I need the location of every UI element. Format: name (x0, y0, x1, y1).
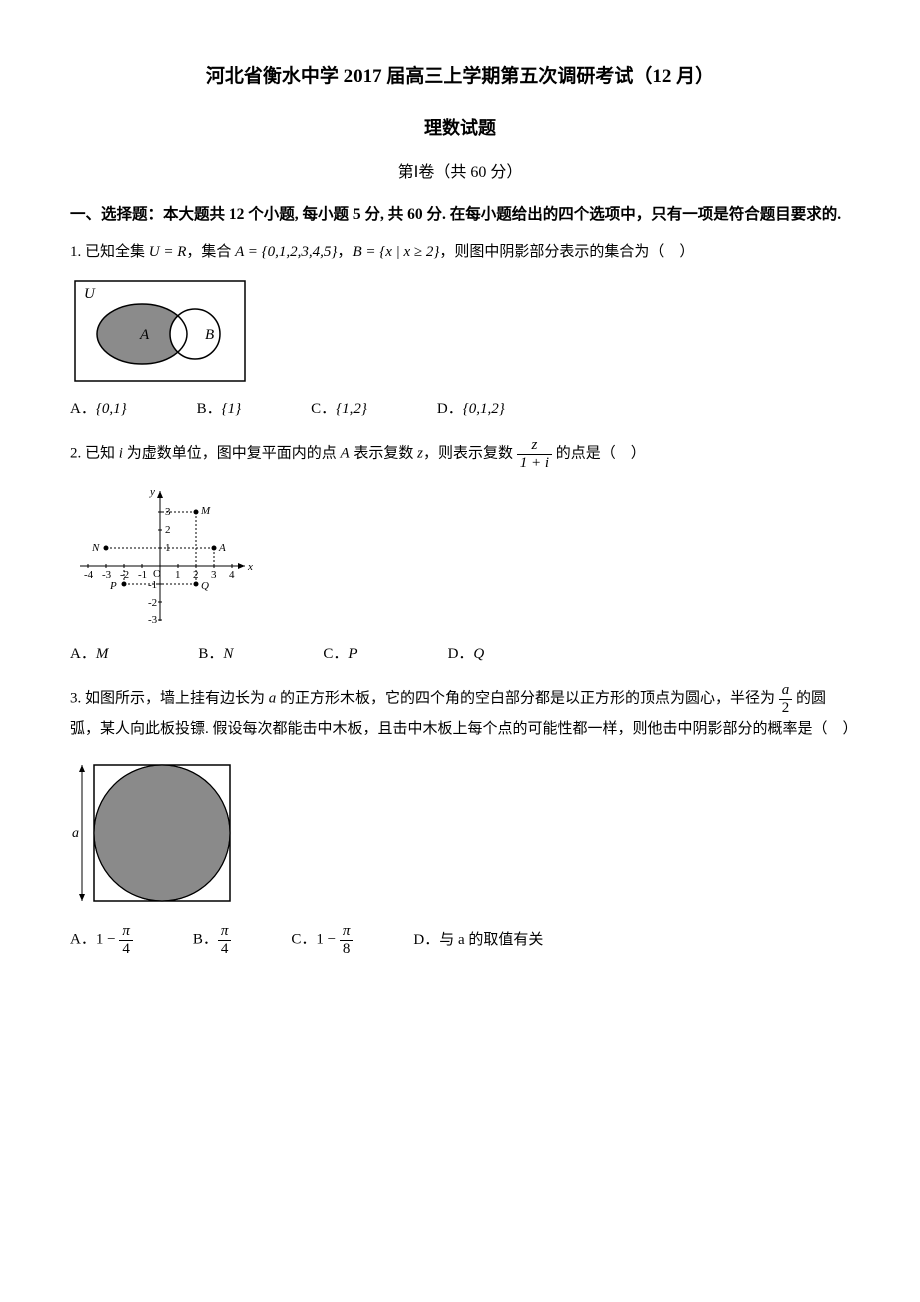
section-label: 第Ⅰ卷（共 60 分） (70, 159, 850, 188)
q2-m3: ，则表示复数 (423, 446, 517, 462)
svg-text:-2: -2 (120, 569, 129, 581)
svg-text:N: N (91, 542, 100, 554)
q3-opt-A: A．1 − π4 (70, 923, 133, 957)
q1-opt-D: D．{0,1,2} (437, 396, 505, 423)
svg-text:M: M (200, 505, 211, 517)
q1-text: 1. 已知全集 (70, 244, 149, 260)
q1-opt-B: B．{1} (197, 396, 242, 423)
q2-opt-C-val: P (348, 646, 357, 662)
q1-B: B = {x | x ≥ 2} (352, 244, 439, 260)
svg-text:2: 2 (165, 524, 171, 536)
q2-opt-A-val: M (96, 646, 109, 662)
q3-A-den: 4 (119, 941, 133, 958)
q2-opt-B-val: N (223, 646, 233, 662)
svg-text:Q: Q (201, 580, 209, 592)
q1-U: U = R (149, 244, 187, 260)
svg-text:3: 3 (211, 569, 217, 581)
svg-text:1: 1 (175, 569, 181, 581)
q3-opt-B: B．π4 (193, 923, 232, 957)
q2-m1: 为虚数单位，图中复平面内的点 (123, 446, 341, 462)
q3-C-num: π (340, 923, 354, 941)
question-1: 1. 已知全集 U = R，集合 A = {0,1,2,3,4,5}，B = {… (70, 239, 850, 266)
q2-opt-B: B．N (198, 641, 233, 668)
section-heading: 一、选择题：本大题共 12 个小题, 每小题 5 分, 共 60 分. 在每小题… (70, 201, 850, 229)
q2-m2: 表示复数 (350, 446, 418, 462)
venn-A-label: A (139, 327, 150, 343)
question-3: 3. 如图所示，墙上挂有边长为 a 的正方形木板，它的四个角的空白部分都是以正方… (70, 682, 850, 743)
q2-frac-den: 1 + i (517, 455, 552, 472)
venn-U-label: U (84, 286, 96, 302)
q3-opt-C: C．1 − π8 (291, 923, 353, 957)
q1-A: A = {0,1,2,3,4,5} (235, 244, 337, 260)
svg-text:-1: -1 (138, 569, 147, 581)
q3-C-pre: 1 − (316, 932, 339, 948)
svg-text:4: 4 (229, 569, 235, 581)
q1-opt-A: A．{0,1} (70, 396, 127, 423)
svg-text:-1: -1 (148, 579, 157, 591)
q3-frac: a2 (779, 682, 793, 716)
q3-A-num: π (119, 923, 133, 941)
q2-opt-A: A．M (70, 641, 108, 668)
svg-text:P: P (109, 580, 117, 592)
q2-suf: 的点是（ ） (552, 446, 646, 462)
q2-options: A．M B．N C．P D．Q (70, 641, 850, 668)
svg-text:x: x (247, 561, 253, 573)
q3-A-pre: 1 − (96, 932, 119, 948)
q1-opt-A-val: {0,1} (96, 401, 127, 417)
q3-D-val: 与 a 的取值有关 (439, 932, 543, 948)
q3-pre: 3. 如图所示，墙上挂有边长为 (70, 691, 269, 707)
question-2: 2. 已知 i 为虚数单位，图中复平面内的点 A 表示复数 z，则表示复数 z1… (70, 437, 850, 471)
q2-opt-D: D．Q (448, 641, 485, 668)
q3-B-den: 4 (218, 941, 232, 958)
q1-opt-B-val: {1} (222, 401, 242, 417)
q2-pre: 2. 已知 (70, 446, 119, 462)
q2-frac: z1 + i (517, 437, 552, 471)
q3-square-figure: a (70, 753, 850, 913)
q3-C-den: 8 (340, 941, 354, 958)
page-subtitle: 理数试题 (70, 112, 850, 144)
venn-B-label: B (205, 327, 214, 343)
q3-frac-num: a (779, 682, 793, 700)
q1-opt-C: C．{1,2} (311, 396, 367, 423)
q1-opt-D-val: {0,1,2} (463, 401, 505, 417)
q3-frac-den: 2 (779, 700, 793, 717)
q2-opt-C: C．P (323, 641, 357, 668)
q1-m2: ， (337, 244, 352, 260)
q3-opt-D: D．与 a 的取值有关 (413, 927, 543, 954)
q3-B-num: π (218, 923, 232, 941)
q2-frac-num: z (517, 437, 552, 455)
svg-text:A: A (218, 542, 226, 554)
svg-text:-3: -3 (148, 614, 158, 626)
page-title: 河北省衡水中学 2017 届高三上学期第五次调研考试（12 月） (70, 60, 850, 94)
q2-opt-D-val: Q (473, 646, 484, 662)
q1-options: A．{0,1} B．{1} C．{1,2} D．{0,1,2} (70, 396, 850, 423)
q1-venn-figure: U A B (70, 276, 850, 386)
svg-text:y: y (149, 486, 155, 498)
q1-suf: ，则图中阴影部分表示的集合为（ ） (439, 244, 694, 260)
q2-complex-plane: x y O -4-3-2-1 1234 123 -1-2-3 M A N (70, 481, 850, 631)
q3-side-label: a (72, 826, 79, 841)
q1-m1: ，集合 (186, 244, 235, 260)
q2-A: A (340, 446, 349, 462)
svg-text:-2: -2 (148, 597, 157, 609)
svg-text:-4: -4 (84, 569, 94, 581)
q3-options: A．1 − π4 B．π4 C．1 − π8 D．与 a 的取值有关 (70, 923, 850, 957)
q3-m1: 的正方形木板，它的四个角的空白部分都是以正方形的顶点为圆心，半径为 (276, 691, 779, 707)
q1-opt-C-val: {1,2} (336, 401, 367, 417)
